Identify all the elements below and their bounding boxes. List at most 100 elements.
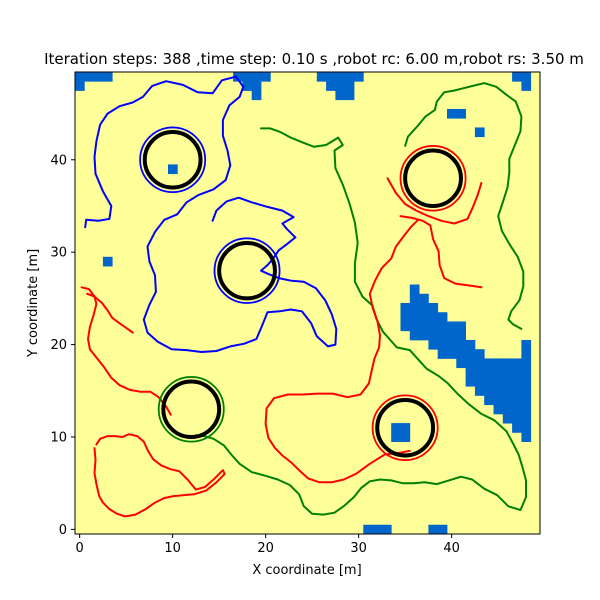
obstacle-cell [400,312,411,322]
obstacle-cell [419,321,429,332]
obstacle-cell [84,72,94,82]
obstacle-cell [363,524,373,535]
obstacle-cell [474,349,485,359]
obstacle-cell [474,358,485,369]
obstacle-cell [465,339,476,350]
x-tick-label: 10 [164,541,181,556]
target-circle [403,148,463,208]
obstacle-cell [512,413,522,424]
obstacle-cell [493,358,504,369]
obstacle-cell [447,330,457,341]
obstacle-cell [521,404,532,415]
obstacle-cell [465,349,476,359]
obstacle-cell [493,404,504,415]
obstacle-cell [512,358,522,369]
obstacle-cell [400,432,411,442]
x-axis-label: X coordinate [m] [252,563,361,578]
sensing-range-circle [139,126,207,194]
obstacle-cell [335,90,346,101]
target-circle [375,398,436,458]
obstacle-cell [437,524,448,535]
target-circle [161,379,222,439]
x-tick-label: 30 [350,541,367,556]
obstacle-cell [409,330,420,341]
obstacle-cell [521,423,532,433]
obstacle-cell [242,81,253,91]
obstacle-cells-group [75,72,532,535]
obstacle-cell [409,312,420,322]
obstacle-cell [428,524,439,535]
obstacle-cell [400,423,411,433]
obstacle-cell [428,330,439,341]
obstacle-cell [428,312,439,322]
trajectory-line [399,215,483,289]
obstacle-cell [437,321,448,332]
obstacle-cell [521,432,532,442]
obstacle-cell [447,339,457,350]
obstacle-cell [437,330,448,341]
sensing-range-circle [371,394,439,461]
x-tick-label: 20 [257,541,274,556]
trajectory-line [84,75,338,353]
robots-group [139,126,467,461]
obstacle-cell [419,303,429,313]
obstacle-cell [456,330,466,341]
obstacle-cell [428,303,439,313]
obstacle-cell [502,413,513,424]
obstacle-cell [400,303,411,313]
obstacle-cell [493,386,504,396]
x-axis-ticks: 0 10 20 30 40 [76,534,460,556]
obstacle-cell [437,312,448,322]
obstacle-cell [502,358,513,369]
sensing-range-circle [157,376,225,443]
trajectory-line [80,286,172,416]
obstacle-cell [512,395,522,406]
plot-area [75,72,540,534]
obstacle-cell [242,72,253,82]
obstacle-cell [512,376,522,387]
obstacle-cell [521,395,532,406]
obstacle-cell [493,376,504,387]
obstacle-cell [391,432,401,442]
obstacle-cell [261,72,271,82]
obstacle-cell [465,376,476,387]
obstacle-cell [456,321,466,332]
obstacle-cell [456,108,466,119]
obstacle-cell [419,330,429,341]
obstacle-cell [233,72,243,82]
obstacle-cell [512,367,522,378]
obstacle-cell [251,90,262,101]
plot-frame [74,71,541,535]
trajectory-line [404,82,525,330]
obstacle-cell [428,339,439,350]
y-tick-label: 0 [59,523,67,538]
trajectories-group [80,75,527,518]
obstacle-cell [484,395,494,406]
obstacle-cell [437,349,448,359]
obstacle-cell [502,367,513,378]
obstacle-cell [465,367,476,378]
obstacle-cell [335,72,346,82]
obstacle-cell [391,423,401,433]
x-tick-label: 40 [443,541,460,556]
obstacle-cell [493,395,504,406]
obstacle-cell [474,127,485,138]
obstacle-cell [75,81,85,91]
obstacle-cell [409,321,420,332]
obstacle-cell [102,72,113,82]
obstacle-cell [521,72,532,82]
obstacle-cell [502,386,513,396]
trajectory-line [86,292,134,334]
obstacle-cell [521,367,532,378]
obstacle-cell [521,81,532,91]
obstacle-cell [521,358,532,369]
obstacle-cell [419,293,429,304]
obstacle-cell [326,72,336,82]
obstacle-cell [502,376,513,387]
obstacle-cell [419,312,429,322]
obstacle-cell [493,367,504,378]
obstacle-cell [512,423,522,433]
obstacle-cell [521,376,532,387]
obstacle-cell [326,81,336,91]
